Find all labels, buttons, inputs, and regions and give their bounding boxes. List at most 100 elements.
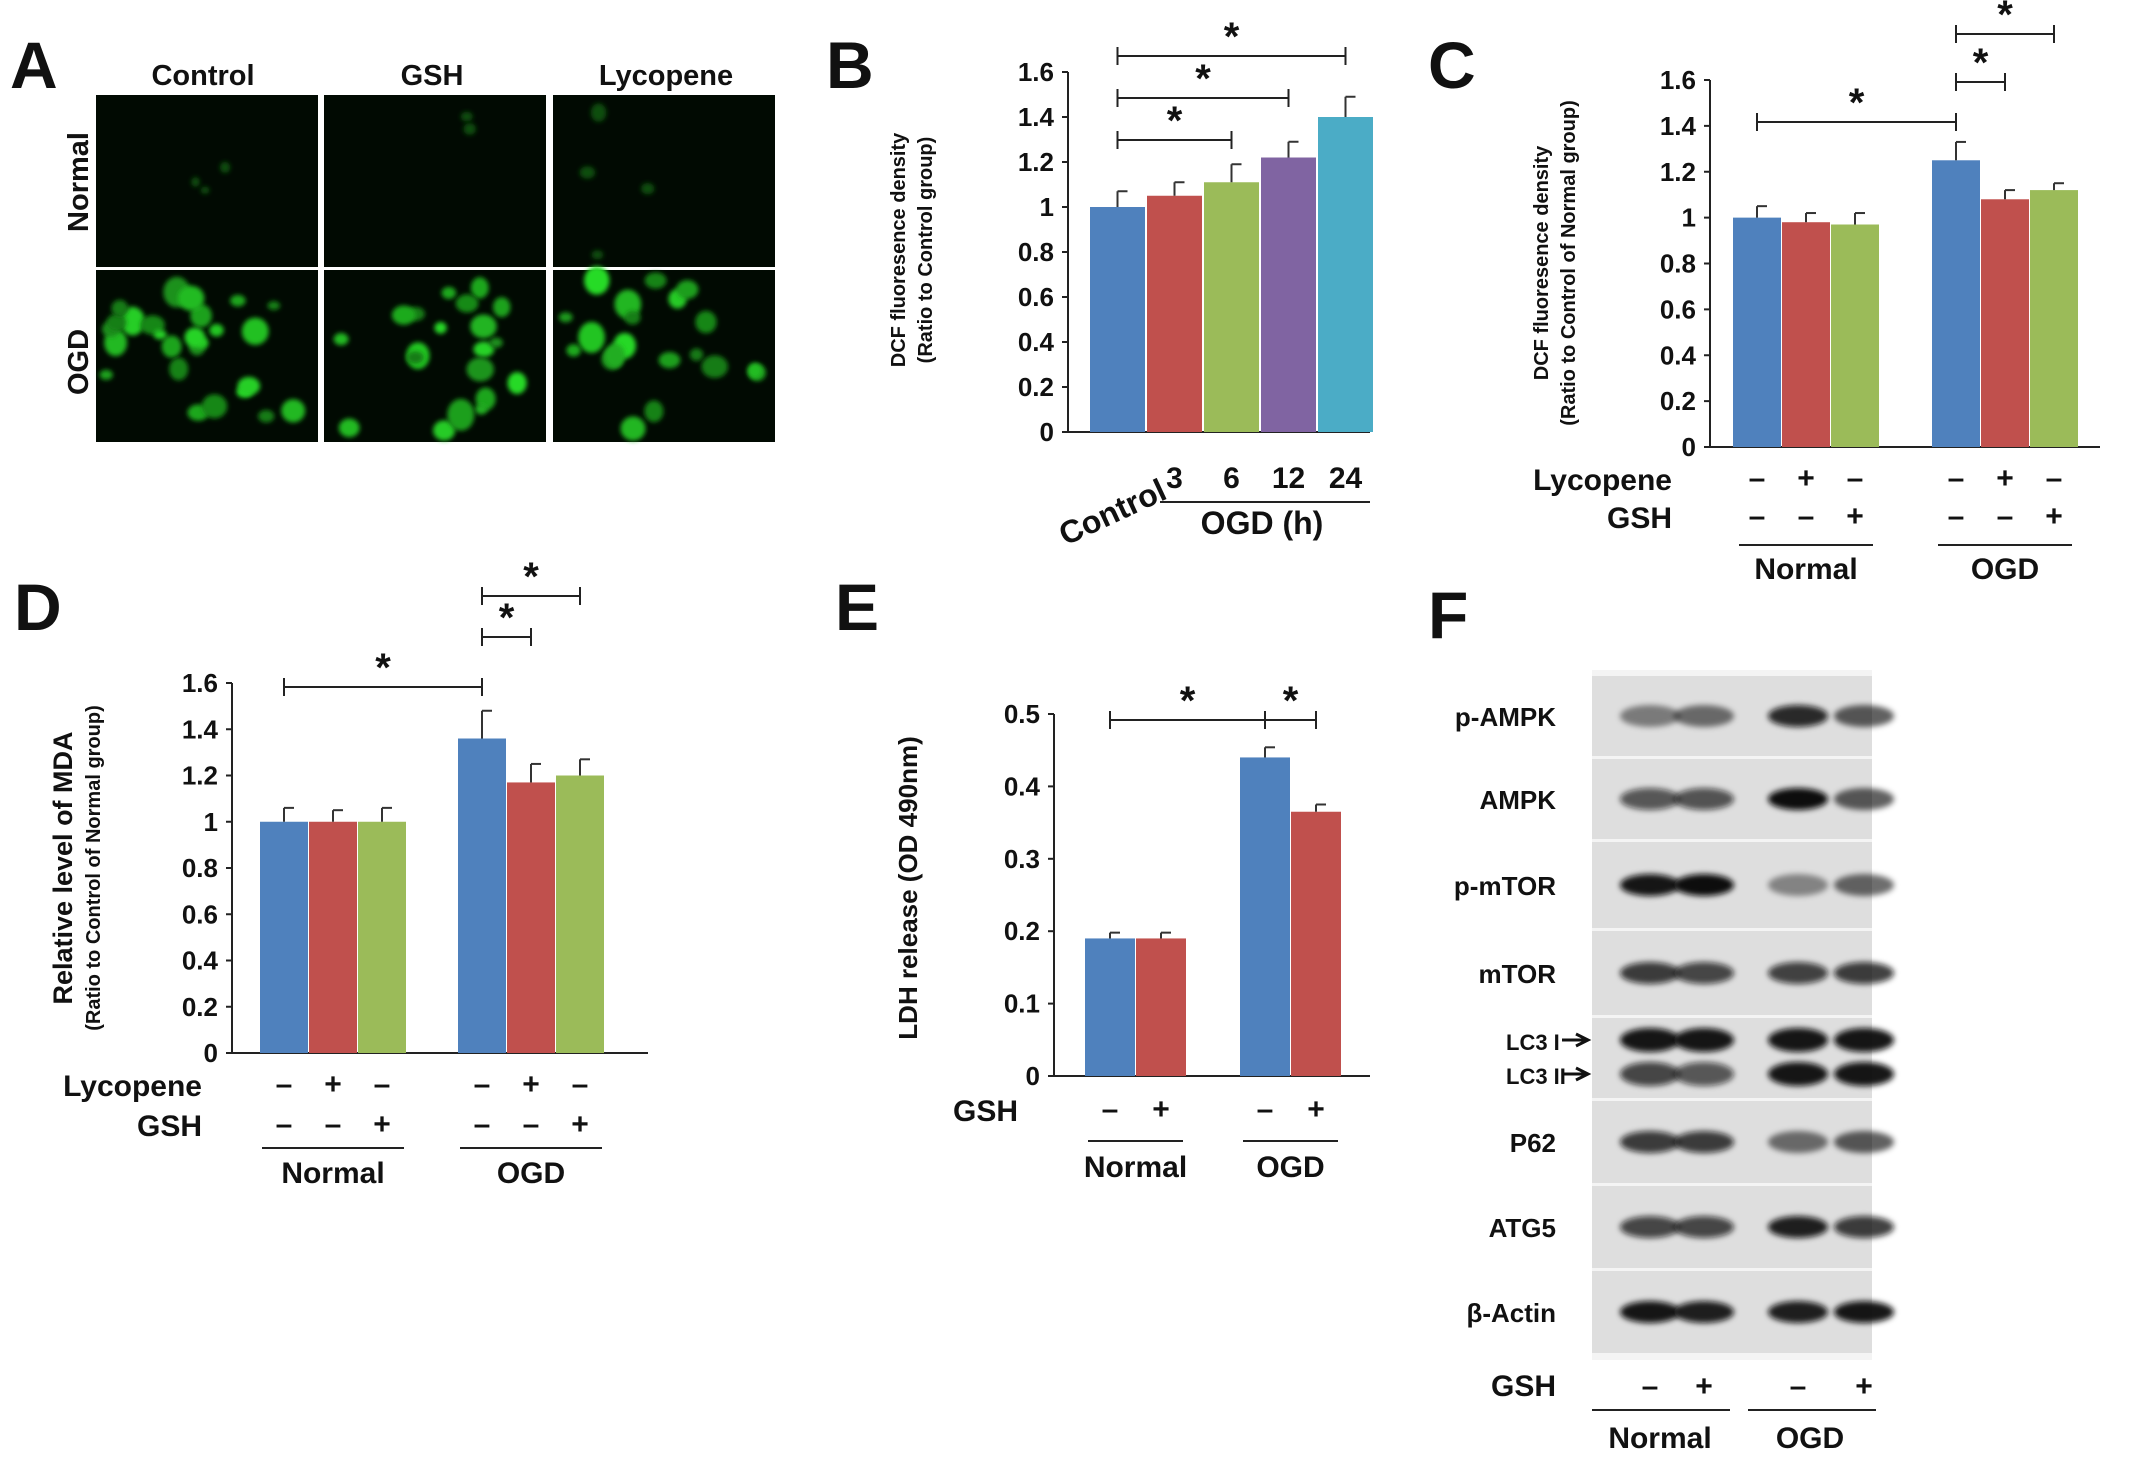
significance-star-d: * bbox=[499, 596, 515, 640]
fluorescent-cell bbox=[463, 123, 476, 135]
blot-treatment-label: GSH bbox=[1491, 1370, 1556, 1403]
fluorescent-cell bbox=[241, 317, 269, 346]
treatment-sign-d: – bbox=[276, 1108, 293, 1141]
group-label-c: OGD bbox=[1971, 553, 2039, 586]
fluorescent-cell bbox=[230, 294, 246, 307]
panel-e-chart: 0 0.1 0.2 0.3 0.4 0.5 LDH release (OD 490nm) * *… bbox=[893, 679, 1370, 1184]
treatment-sign-d: – bbox=[325, 1108, 342, 1141]
y-tick-label-d: 1.4 bbox=[182, 714, 219, 744]
fluorescent-cell bbox=[140, 315, 165, 335]
bar-e bbox=[1136, 938, 1186, 1076]
blot-band bbox=[1834, 705, 1894, 727]
fluorescent-cell bbox=[281, 399, 306, 423]
y-tick-label-e: 0 bbox=[1026, 1061, 1040, 1091]
blot-row-label: β-Actin bbox=[1466, 1298, 1556, 1328]
blot-treatment-sign: + bbox=[1695, 1370, 1713, 1403]
panel-c-letter: C bbox=[1428, 28, 1476, 102]
panel-a-col-control: Control bbox=[151, 60, 254, 92]
treatment-sign-d: – bbox=[374, 1068, 391, 1101]
fluorescent-cell bbox=[200, 186, 210, 194]
fluorescent-cell bbox=[184, 327, 206, 348]
bar-b bbox=[1090, 207, 1145, 432]
blot-band bbox=[1768, 874, 1828, 896]
treatment-sign-d: – bbox=[572, 1068, 589, 1101]
treatment-sign-c: – bbox=[1997, 500, 2014, 533]
blot-band bbox=[1620, 1301, 1680, 1323]
blot-band bbox=[1768, 1301, 1828, 1323]
blot-row-label: LC3 II bbox=[1506, 1064, 1566, 1089]
blot-band bbox=[1620, 1028, 1680, 1052]
fluorescent-cell bbox=[191, 177, 200, 187]
y-axis-label-c: DCF fluoresence density bbox=[1531, 145, 1553, 380]
blot-group-label: Normal bbox=[1608, 1422, 1711, 1455]
x-category-label-b: 24 bbox=[1329, 462, 1363, 495]
blot-band bbox=[1620, 1062, 1680, 1086]
fluorescent-cell bbox=[219, 161, 231, 174]
bar-c bbox=[1831, 224, 1879, 447]
blot-band bbox=[1768, 1131, 1828, 1153]
blot-row-label: p-mTOR bbox=[1454, 871, 1556, 901]
blot-row-label: mTOR bbox=[1478, 959, 1556, 989]
bar-e bbox=[1240, 757, 1290, 1076]
fluorescent-cell bbox=[267, 301, 281, 311]
panel-f: F p-AMPK AMPK p-mTOR mTOR LC3 I LC3 II P62 ATG5… bbox=[1428, 578, 1894, 1455]
y-tick-label-b: 0.8 bbox=[1018, 237, 1054, 267]
blot-row-label: AMPK bbox=[1479, 785, 1556, 815]
fluorescent-cell bbox=[566, 344, 581, 357]
x-category-label-b: Control bbox=[1053, 472, 1171, 553]
fluorescent-cell bbox=[177, 285, 205, 311]
fluorescent-cell bbox=[470, 314, 497, 339]
fluorescent-cell bbox=[258, 409, 275, 423]
y-tick-label-b: 1.4 bbox=[1018, 102, 1055, 132]
y-tick-label-d: 0.6 bbox=[182, 899, 218, 929]
panel-f-letter: F bbox=[1428, 578, 1468, 652]
y-tick-label-c: 1.6 bbox=[1660, 65, 1696, 95]
fluorescent-cell bbox=[169, 357, 189, 381]
blot-band bbox=[1674, 705, 1734, 727]
bar-b bbox=[1261, 157, 1316, 432]
fluorescent-cell bbox=[579, 166, 596, 179]
bar-b bbox=[1318, 117, 1373, 432]
blot-band bbox=[1674, 1301, 1734, 1323]
fluorescent-cell bbox=[201, 394, 228, 419]
bar-c bbox=[2030, 190, 2078, 447]
fluorescent-cell bbox=[640, 183, 655, 195]
treatment-sign-c: – bbox=[1948, 500, 1965, 533]
y-axis-sublabel-d: (Ratio to Control of Normal group) bbox=[83, 705, 105, 1031]
bar-c bbox=[1782, 222, 1830, 447]
y-axis-sublabel-c: (Ratio to Control of Normal group) bbox=[1558, 100, 1580, 426]
y-tick-label-d: 1 bbox=[204, 807, 218, 837]
treatment-label-c: Lycopene bbox=[1533, 464, 1672, 497]
y-axis-sublabel-b: (Ratio to Control group) bbox=[915, 137, 937, 364]
blot-band bbox=[1834, 874, 1894, 896]
treatment-sign-e: – bbox=[1257, 1093, 1274, 1126]
fluorescent-cell bbox=[676, 280, 699, 299]
fluorescent-cell bbox=[507, 371, 527, 395]
panel-c-chart: 0 0.2 0.4 0.6 0.8 1 1.2 1.4 1.6 DCF fluoresence d… bbox=[1531, 0, 2100, 586]
blot-row-label: ATG5 bbox=[1489, 1213, 1556, 1243]
group-label-d: Normal bbox=[281, 1157, 384, 1190]
treatment-sign-d: + bbox=[522, 1068, 540, 1101]
blot-band bbox=[1674, 962, 1734, 984]
y-axis-label-b: DCF fluoresence density bbox=[888, 132, 910, 367]
blot-band bbox=[1834, 1062, 1894, 1086]
treatment-sign-e: – bbox=[1102, 1093, 1119, 1126]
blot-band bbox=[1674, 1028, 1734, 1052]
treatment-sign-c: + bbox=[1846, 500, 1864, 533]
fluorescent-cell bbox=[466, 357, 494, 382]
panel-e-letter: E bbox=[835, 570, 879, 644]
fluorescent-cell bbox=[391, 305, 416, 325]
significance-star-d: * bbox=[523, 555, 539, 599]
blot-band bbox=[1674, 1216, 1734, 1238]
y-tick-label-c: 0.6 bbox=[1660, 294, 1696, 324]
treatment-sign-c: – bbox=[1798, 500, 1815, 533]
y-tick-label-c: 0.2 bbox=[1660, 386, 1696, 416]
fluorescent-cell bbox=[578, 321, 605, 353]
group-label-c: Normal bbox=[1754, 553, 1857, 586]
micrograph-tile bbox=[96, 95, 318, 267]
blot-band bbox=[1674, 874, 1734, 896]
blot-band bbox=[1834, 788, 1894, 810]
fluorescent-cell bbox=[492, 297, 511, 318]
y-tick-label-d: 0.8 bbox=[182, 853, 218, 883]
